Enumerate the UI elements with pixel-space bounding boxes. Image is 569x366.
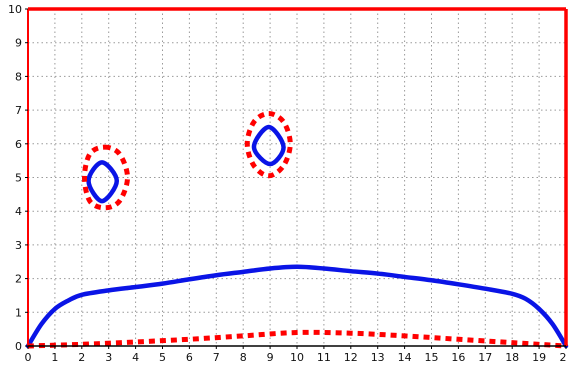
red-dashed-closed-curve-5 — [244, 110, 293, 179]
y-tick-label: 3 — [15, 239, 22, 252]
x-tick-label: 17 — [478, 351, 492, 364]
grid — [28, 9, 566, 346]
x-tick-label: 11 — [317, 351, 331, 364]
x-tick-label: 9 — [267, 351, 274, 364]
x-tick-label: 12 — [344, 351, 358, 364]
x-tick-label: 14 — [398, 351, 412, 364]
x-tick-label: 15 — [425, 351, 439, 364]
blue-solid-closed-curve-2 — [86, 160, 120, 204]
x-tick-label: 7 — [213, 351, 220, 364]
blue-solid-curve-0 — [25, 264, 569, 349]
y-tick-label: 6 — [15, 138, 22, 151]
x-tick-label: 2 — [78, 351, 85, 364]
y-tick-label: 1 — [15, 306, 22, 319]
plot-series — [25, 110, 569, 349]
x-tick-label: 19 — [532, 351, 546, 364]
x-tick-label: 13 — [371, 351, 385, 364]
y-tick-label: 5 — [15, 172, 22, 185]
x-tick-label: 4 — [132, 351, 139, 364]
x-tick-label: 6 — [186, 351, 193, 364]
y-tick-label: 2 — [15, 273, 22, 286]
y-tick-label: 7 — [15, 104, 22, 117]
red-dashed-curve-1 — [27, 329, 567, 349]
y-tick-label: 10 — [8, 3, 22, 16]
blue-solid-closed-curve-3 — [251, 124, 286, 167]
y-tick-label: 9 — [15, 37, 22, 50]
x-tick-label: 3 — [105, 351, 112, 364]
x-tick-label: 0 — [25, 351, 32, 364]
x-tick-label: 2 — [560, 351, 567, 364]
y-tick-label: 0 — [15, 340, 22, 353]
x-tick-label: 5 — [159, 351, 166, 364]
x-tick-label: 16 — [451, 351, 465, 364]
x-tick-label: 1 — [51, 351, 58, 364]
x-tick-label: 10 — [290, 351, 304, 364]
x-tick-label: 8 — [240, 351, 247, 364]
red-dashed-closed-curve-4 — [81, 144, 131, 211]
y-tick-label: 4 — [15, 205, 22, 218]
x-tick-label: 18 — [505, 351, 519, 364]
y-tick-label: 8 — [15, 70, 22, 83]
